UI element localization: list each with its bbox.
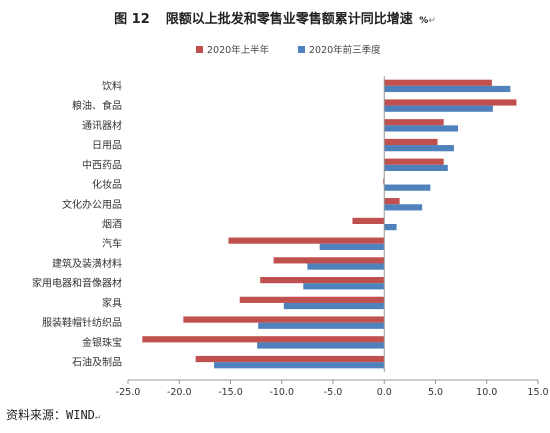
bar-q3 (384, 204, 423, 211)
bar-q3 (384, 85, 511, 93)
bar-h1 (384, 119, 444, 126)
bar-h1 (383, 178, 385, 185)
bar-h1 (384, 99, 517, 106)
x-tick-label: -15.0 (218, 387, 243, 398)
x-tick-label: 0.0 (377, 387, 392, 398)
category-label: 饮料 (102, 79, 122, 92)
category-label: 粮油、食品 (72, 99, 122, 112)
bar-q3 (384, 224, 397, 231)
bar-h1 (183, 316, 385, 323)
bar-h1 (273, 257, 385, 264)
bar-h1 (384, 198, 400, 205)
chart-title: 图 12 限额以上批发和零售业零售额累计同比增速 %↵ (0, 8, 550, 27)
legend-swatch-1 (298, 46, 305, 53)
title-text: 限额以上批发和零售业零售额累计同比增速 (165, 12, 413, 27)
category-label: 汽车 (102, 237, 122, 250)
bar-h1 (228, 237, 385, 244)
bar-h1 (384, 138, 438, 146)
x-tick-label: 15.0 (527, 387, 548, 398)
category-label: 烟酒 (102, 218, 122, 231)
category-label: 家具 (102, 296, 122, 309)
bar-h1 (260, 277, 385, 284)
bar-h1 (352, 217, 385, 224)
x-tick-label: 10.0 (476, 387, 497, 398)
legend-swatch-0 (196, 46, 203, 53)
figure-number: 图 12 (114, 12, 150, 27)
bar-h1 (195, 355, 385, 363)
bar-q3 (384, 125, 459, 132)
x-tick-label: -5.0 (324, 387, 343, 398)
category-label: 日用品 (92, 140, 122, 152)
bar-h1 (384, 158, 444, 165)
source-note: 资料来源：WIND↵ (6, 406, 100, 423)
bar-q3 (257, 342, 385, 349)
bar-q3 (319, 243, 385, 250)
bar-h1 (239, 296, 385, 303)
category-label: 金银珠宝 (82, 336, 122, 349)
bar-q3 (214, 362, 385, 369)
bar-q3 (283, 302, 385, 310)
bar-h1 (142, 336, 385, 343)
x-tick-label: 5.0 (428, 387, 443, 398)
bar-h1 (384, 79, 492, 86)
category-label: 石油及制品 (72, 356, 122, 369)
category-label: 服装鞋帽针纺织品 (42, 316, 122, 329)
legend-label-0: 2020年上半年 (207, 44, 270, 56)
bar-chart: 2020年上半年 2020年前三季度饮料粮油、食品通讯器材日用品中西药品化妆品文化… (32, 44, 549, 398)
category-label: 文化办公用品 (62, 198, 122, 211)
bar-q3 (258, 322, 385, 329)
x-tick-label: -25.0 (116, 387, 141, 398)
bar-q3 (384, 145, 454, 152)
bar-q3 (384, 184, 431, 191)
bar-q3 (307, 263, 385, 270)
bar-q3 (384, 105, 493, 112)
bar-q3 (303, 283, 385, 290)
title-unit: % (419, 16, 429, 26)
bar-q3 (384, 164, 448, 171)
source-text: 资料来源：WIND (6, 408, 95, 422)
title-return-mark: ↵ (428, 16, 436, 26)
x-tick-label: -20.0 (167, 387, 192, 398)
legend-label-1: 2020年前三季度 (309, 44, 381, 56)
category-label: 通讯器材 (82, 119, 122, 132)
category-label: 中西药品 (82, 158, 122, 171)
x-tick-label: -10.0 (269, 387, 294, 398)
category-label: 建筑及装潢材料 (52, 257, 122, 270)
category-label: 化妆品 (92, 178, 122, 191)
category-label: 家用电器和音像器材 (32, 277, 122, 290)
source-return-mark: ↵ (94, 412, 101, 422)
